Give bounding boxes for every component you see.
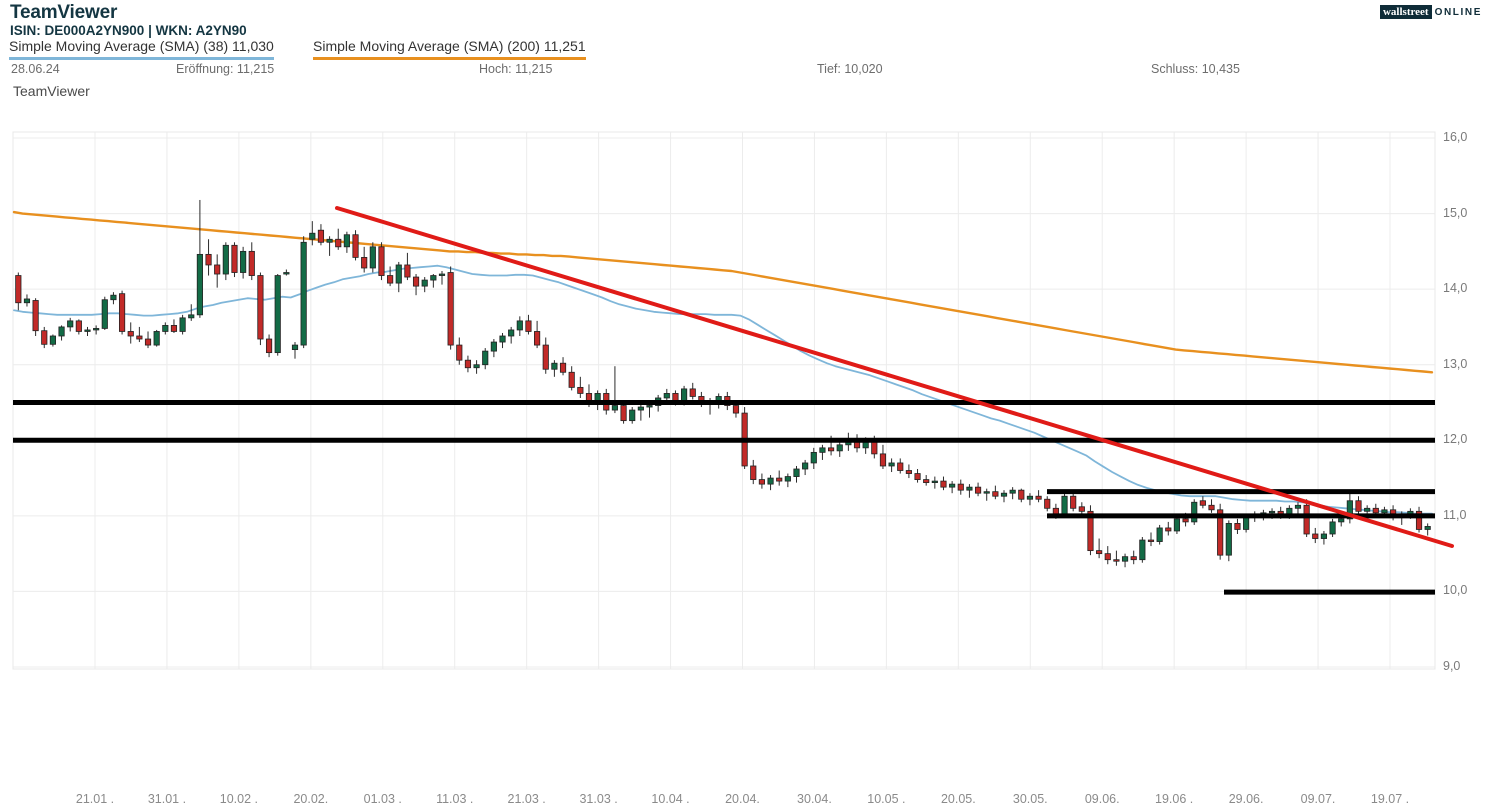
downtrend <box>335 206 1454 548</box>
ohlc-low: Tief: 10,020 <box>817 62 883 76</box>
y-axis-tick: 15,0 <box>1443 205 1468 220</box>
logo-word: ONLINE <box>1434 6 1482 18</box>
logo-mark: wallstreet <box>1379 5 1432 19</box>
ohlc-close: Schluss: 10,435 <box>1151 62 1240 76</box>
ohlc-date: 28.06.24 <box>11 62 60 76</box>
x-axis-tick: 10.04 . <box>651 792 690 806</box>
y-axis-tick: 11,0 <box>1443 507 1467 522</box>
x-axis-tick: 11.03 . <box>436 792 474 806</box>
x-axis-tick: 19.06 . <box>1155 792 1194 806</box>
x-axis-tick: 09.06. <box>1084 792 1120 806</box>
ohlc-high: Hoch: 11,215 <box>479 62 553 76</box>
x-axis-tick: 20.05. <box>940 792 976 806</box>
isin-wkn-line: ISIN: DE000A2YN900 | WKN: A2YN90 <box>10 23 247 38</box>
x-axis-tick: 21.03 . <box>507 792 546 806</box>
y-axis-tick: 13,0 <box>1443 356 1468 371</box>
x-axis-tick: 30.05. <box>1012 792 1048 806</box>
x-axis-tick: 31.03 . <box>579 792 618 806</box>
y-axis-tick: 12,0 <box>1443 432 1468 447</box>
y-axis-tick: 16,0 <box>1443 130 1468 144</box>
legend-sma-38[interactable]: Simple Moving Average (SMA) (38) 11,030 <box>9 38 274 60</box>
y-axis-tick: 10,0 <box>1443 583 1468 598</box>
series-label: TeamViewer <box>13 83 90 99</box>
x-axis-tick: 20.02. <box>293 792 329 806</box>
x-axis-tick: 20.04. <box>725 792 760 806</box>
x-axis-tick: 21.01 . <box>75 792 115 806</box>
ohlc-open: Eröffnung: 11,215 <box>176 62 275 76</box>
x-axis-tick: 01.03 . <box>363 792 402 806</box>
x-axis-tick: 10.05 . <box>867 792 906 806</box>
x-axis-tick: 10.02 . <box>219 792 258 806</box>
page-title: TeamViewer <box>10 2 118 23</box>
x-axis-tick: 09.07. <box>1300 792 1336 806</box>
legend-sma-200[interactable]: Simple Moving Average (SMA) (200) 11,251 <box>313 38 586 60</box>
candlestick-svg <box>12 131 1454 670</box>
x-axis-tick: 31.01 . <box>147 792 187 806</box>
x-axis-tick: 30.04. <box>797 792 832 806</box>
x-axis-tick: 29.06. <box>1228 792 1264 806</box>
chart-header: TeamViewer ISIN: DE000A2YN900 | WKN: A2Y… <box>0 0 1490 120</box>
y-axis-tick: 14,0 <box>1443 281 1468 296</box>
x-axis-tick: 19.07 . <box>1370 792 1410 806</box>
chart-plot-area[interactable]: 16,0 15,0 14,0 13,0 12,0 11,0 10,0 9,0 21.01 . 31… <box>0 120 1490 806</box>
wallstreet-online-logo[interactable]: wallstreet ONLINE <box>1379 5 1482 19</box>
y-axis-tick: 9,0 <box>1443 659 1461 673</box>
